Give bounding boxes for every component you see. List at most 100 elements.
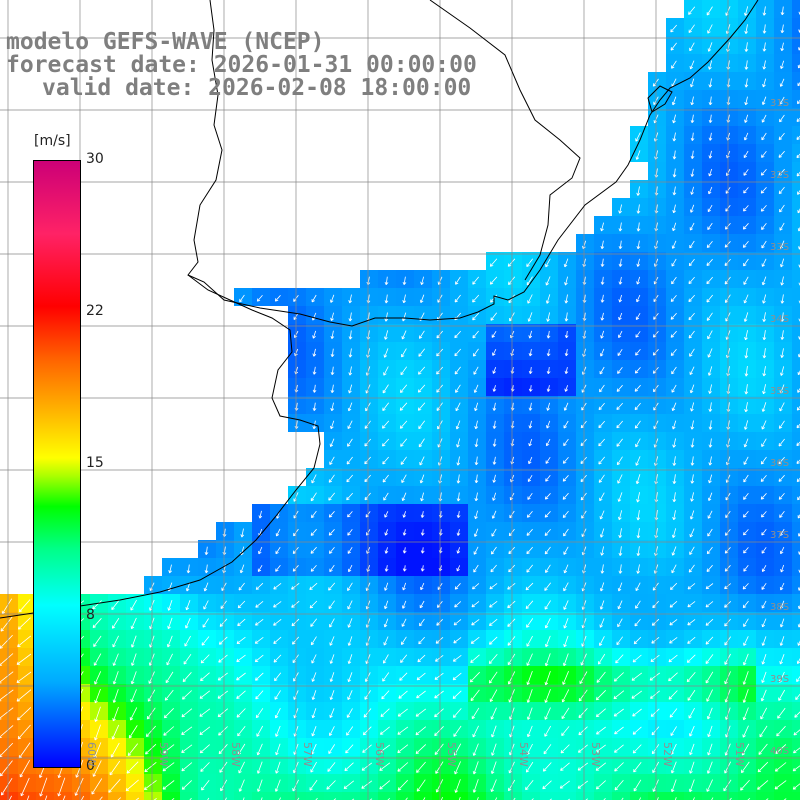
model-title: modelo GEFS-WAVE (NCEP) xyxy=(6,29,325,55)
wind-arrow xyxy=(670,779,677,793)
wind-arrow xyxy=(761,582,767,590)
wind-speed-cell xyxy=(792,90,800,108)
wind-speed-cell xyxy=(216,792,234,800)
wind-arrow xyxy=(706,312,713,321)
wind-arrow xyxy=(328,744,336,754)
wind-arrow xyxy=(762,24,767,34)
wind-arrow xyxy=(546,330,551,339)
wind-arrow xyxy=(347,618,353,628)
wind-speed-cell xyxy=(792,612,800,630)
wind-arrow xyxy=(492,456,497,465)
wind-arrow xyxy=(708,132,713,141)
wind-arrow xyxy=(778,474,785,482)
wind-arrow xyxy=(636,510,641,521)
wind-speed-cell xyxy=(792,576,800,594)
wind-arrow xyxy=(382,384,389,394)
wind-arrow xyxy=(689,348,695,357)
wind-arrow xyxy=(474,474,479,484)
wind-arrow xyxy=(382,672,390,682)
wind-arrow xyxy=(650,708,660,717)
wind-arrow xyxy=(632,654,642,663)
wind-arrow xyxy=(0,616,13,632)
wind-arrow xyxy=(669,637,678,644)
wind-arrow xyxy=(670,330,677,338)
wind-arrow xyxy=(631,672,643,681)
wind-speed-cell xyxy=(792,738,800,756)
wind-arrow xyxy=(199,726,211,735)
wind-arrow xyxy=(257,779,263,792)
wind-arrow xyxy=(185,600,191,611)
wind-arrow xyxy=(401,330,407,340)
wind-arrow xyxy=(469,671,480,683)
wind-arrow xyxy=(778,456,785,465)
wind-arrow xyxy=(420,565,425,572)
wind-speed-cell xyxy=(540,792,558,800)
wind-arrow xyxy=(257,564,263,572)
wind-arrow xyxy=(273,601,282,608)
wind-arrow xyxy=(544,511,551,518)
wind-arrow xyxy=(656,797,659,800)
wind-arrow xyxy=(761,529,767,536)
wind-arrow xyxy=(707,348,713,358)
wind-arrow xyxy=(689,384,695,394)
wind-arrow xyxy=(688,24,695,33)
wind-arrow xyxy=(1,598,13,615)
wind-speed-cell xyxy=(792,378,800,396)
wind-arrow xyxy=(419,474,425,484)
wind-arrow xyxy=(598,474,605,483)
wind-arrow xyxy=(489,636,498,645)
wind-arrow xyxy=(456,529,461,536)
wind-arrow xyxy=(690,456,695,466)
wind-arrow xyxy=(779,510,785,518)
wind-arrow xyxy=(706,707,713,720)
wind-arrow xyxy=(600,294,605,303)
wind-speed-cell xyxy=(792,774,800,792)
lon-label: 57W xyxy=(301,742,314,767)
wind-arrow xyxy=(145,725,156,737)
wind-arrow xyxy=(526,743,533,755)
wind-arrow xyxy=(329,618,335,628)
wind-arrow xyxy=(19,760,31,778)
wind-arrow xyxy=(760,493,767,500)
wind-arrow xyxy=(401,474,407,483)
wind-arrow xyxy=(472,312,480,321)
wind-arrow xyxy=(690,204,695,213)
wind-arrow xyxy=(562,671,569,685)
wind-arrow xyxy=(598,438,606,447)
wind-arrow xyxy=(347,420,353,430)
wind-arrow xyxy=(453,619,462,626)
wind-arrow xyxy=(455,276,461,285)
wind-speed-cell xyxy=(792,684,800,702)
wind-speed-cell xyxy=(756,792,774,800)
wind-arrow xyxy=(742,240,749,248)
wind-arrow xyxy=(707,204,713,213)
wind-arrow xyxy=(595,762,607,771)
wind-arrow xyxy=(741,743,750,756)
wind-arrow xyxy=(544,689,551,703)
wind-arrow xyxy=(111,600,120,610)
wind-arrow xyxy=(742,583,749,590)
wind-arrow xyxy=(347,438,353,447)
wind-arrow xyxy=(402,312,407,322)
wind-arrow xyxy=(420,582,425,591)
wind-arrow xyxy=(361,762,373,771)
wind-arrow xyxy=(217,708,229,718)
wind-arrow xyxy=(330,420,335,430)
wind-arrow xyxy=(778,150,785,158)
wind-arrow xyxy=(690,150,695,159)
wind-speed-cell xyxy=(792,180,800,198)
wind-arrow xyxy=(201,779,210,791)
wind-arrow xyxy=(744,330,748,341)
wind-speed-cell xyxy=(378,792,396,800)
wind-arrow xyxy=(600,564,605,574)
wind-arrow xyxy=(579,671,588,685)
wind-arrow xyxy=(563,402,569,411)
wind-arrow xyxy=(723,779,732,792)
wind-arrow xyxy=(0,653,14,666)
wind-arrow xyxy=(740,779,750,791)
wind-arrow xyxy=(236,672,246,681)
colorbar xyxy=(33,160,81,768)
wind-arrow xyxy=(742,223,749,230)
wind-speed-cell xyxy=(324,792,342,800)
wind-arrow xyxy=(402,582,407,591)
